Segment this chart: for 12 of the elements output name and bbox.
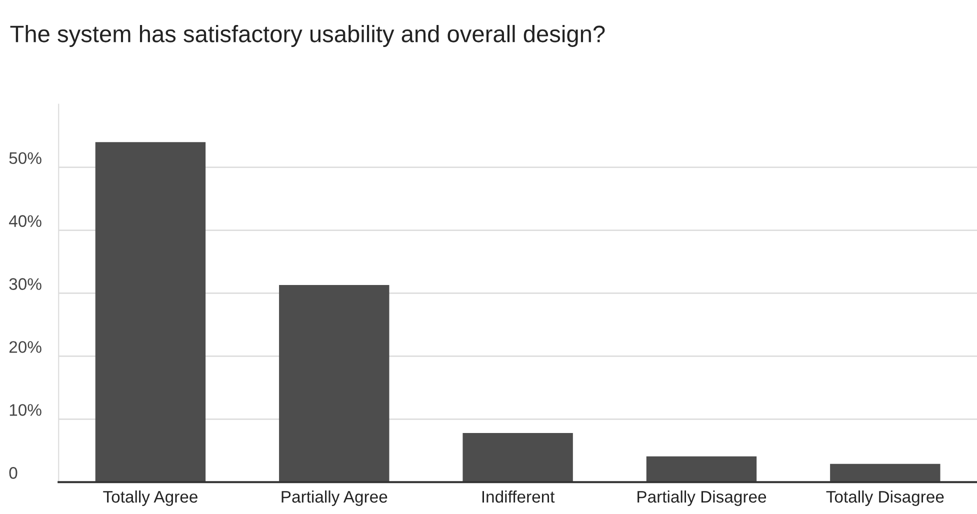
y-tick-label: 50% — [9, 152, 42, 164]
y-tick-label: 10% — [10, 404, 42, 416]
x-tick-label: Indifferent — [482, 490, 555, 503]
x-tick-label: Partially Disagree — [638, 490, 766, 506]
y-tick-label: 40% — [9, 215, 42, 227]
y-tick-label: 0 — [9, 467, 18, 479]
chart-title: The system has satisfactory usability and overall design? — [10, 24, 605, 47]
x-tick-label: Totally Agree — [103, 490, 198, 506]
x-tick-label: Totally Disagree — [826, 490, 944, 506]
x-tick-label: Partially Agree — [282, 490, 388, 506]
y-tick-label: 30% — [9, 278, 42, 290]
y-tick-label: 20% — [9, 341, 42, 353]
